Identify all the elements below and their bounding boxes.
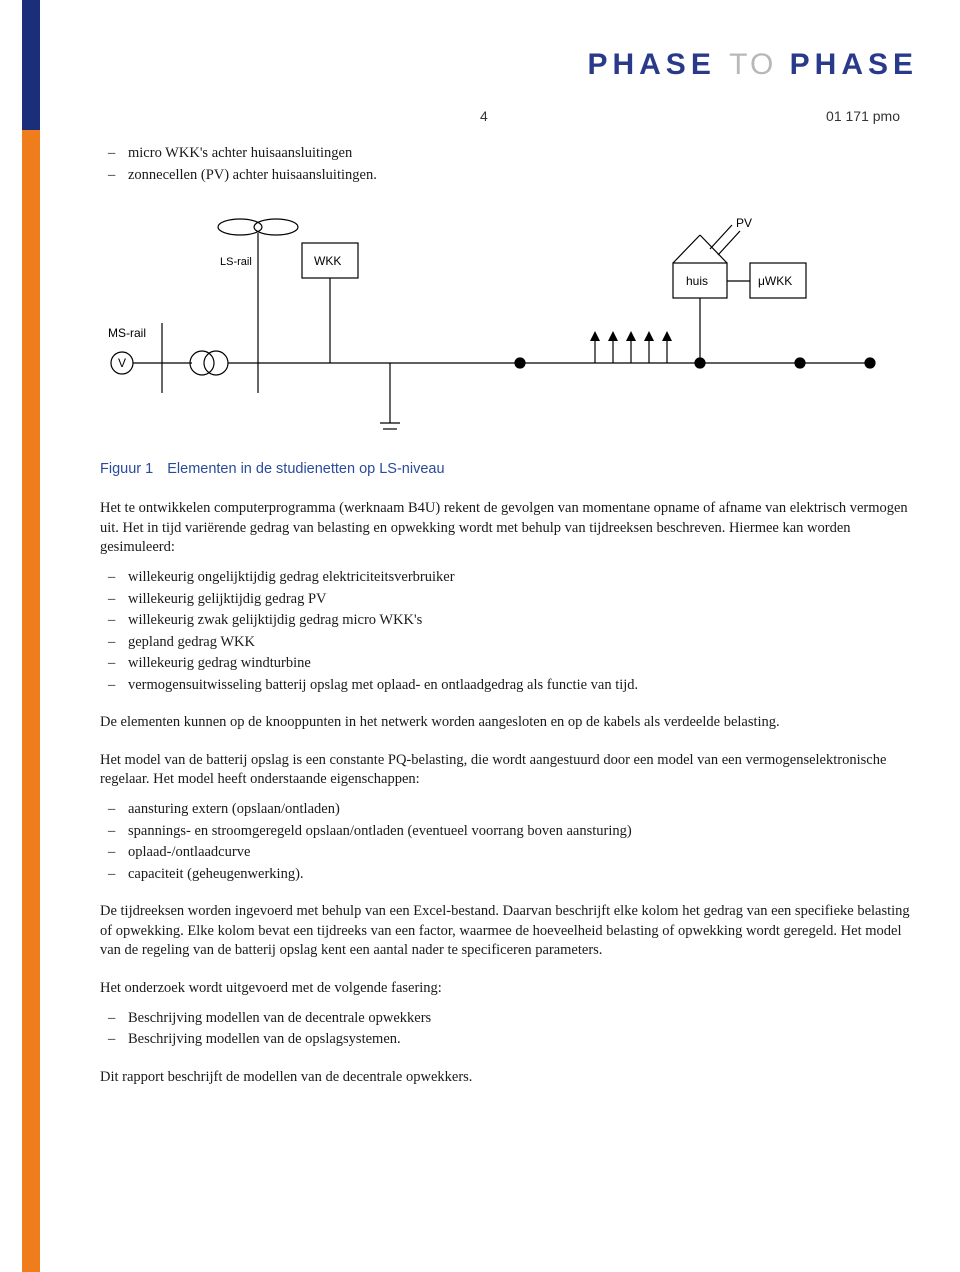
logo-mid: TO (729, 48, 776, 81)
list-item: aansturing extern (opslaan/ontladen) (100, 800, 914, 820)
intro-list: micro WKK's achter huisaansluitingen zon… (100, 144, 914, 185)
doc-code: 01 171 pmo (826, 108, 900, 124)
list-item: vermogensuitwisseling batterij opslag me… (100, 676, 914, 696)
figure-label: Figuur 1 (100, 461, 153, 477)
paragraph: Het model van de batterij opslag is een … (100, 751, 914, 790)
network-diagram: MS-rail V LS-rail (100, 203, 914, 450)
stripe-orange (22, 130, 40, 1272)
list-item: capaciteit (geheugenwerking). (100, 865, 914, 885)
paragraph: De tijdreeksen worden ingevoerd met behu… (100, 902, 914, 961)
list-item: willekeurig ongelijktijdig gedrag elektr… (100, 568, 914, 588)
figure-caption: Figuur 1 Elementen in de studienetten op… (100, 460, 914, 480)
page-content: micro WKK's achter huisaansluitingen zon… (100, 140, 914, 1097)
list-item: Beschrijving modellen van de decentrale … (100, 1009, 914, 1029)
list-item: spannings- en stroomgeregeld opslaan/ont… (100, 822, 914, 842)
paragraph: De elementen kunnen op de knooppunten in… (100, 713, 914, 733)
list-item: Beschrijving modellen van de opslagsyste… (100, 1030, 914, 1050)
ms-rail-label: MS-rail (108, 326, 146, 340)
brand-logo: PHASE TO PHASE (587, 48, 918, 82)
list-item: micro WKK's achter huisaansluitingen (100, 144, 914, 164)
list-item: willekeurig gedrag windturbine (100, 654, 914, 674)
list-item: gepland gedrag WKK (100, 633, 914, 653)
paragraph: Het te ontwikkelen computerprogramma (we… (100, 499, 914, 558)
stripe-blue (22, 0, 40, 130)
paragraph: Het onderzoek wordt uitgevoerd met de vo… (100, 979, 914, 999)
huis-label: huis (686, 274, 708, 288)
page-number: 4 (480, 108, 488, 124)
figure-text: Elementen in de studienetten op LS-nivea… (167, 461, 444, 477)
props-list: aansturing extern (opslaan/ontladen) spa… (100, 800, 914, 884)
fase-list: Beschrijving modellen van de decentrale … (100, 1009, 914, 1050)
logo-part2: PHASE (790, 48, 918, 81)
sim-list: willekeurig ongelijktijdig gedrag elektr… (100, 568, 914, 695)
uwkk-label: μWKK (758, 274, 792, 288)
list-item: zonnecellen (PV) achter huisaansluitinge… (100, 166, 914, 186)
paragraph: Dit rapport beschrijft de modellen van d… (100, 1068, 914, 1088)
pv-label: PV (736, 216, 752, 230)
list-item: willekeurig gelijktijdig gedrag PV (100, 590, 914, 610)
logo-part1: PHASE (587, 48, 715, 81)
ls-rail-label: LS-rail (220, 256, 252, 268)
list-item: oplaad-/ontlaadcurve (100, 843, 914, 863)
list-item: willekeurig zwak gelijktijdig gedrag mic… (100, 611, 914, 631)
v-label: V (118, 356, 126, 370)
wkk-label: WKK (314, 254, 341, 268)
arrow-cluster (590, 331, 672, 363)
